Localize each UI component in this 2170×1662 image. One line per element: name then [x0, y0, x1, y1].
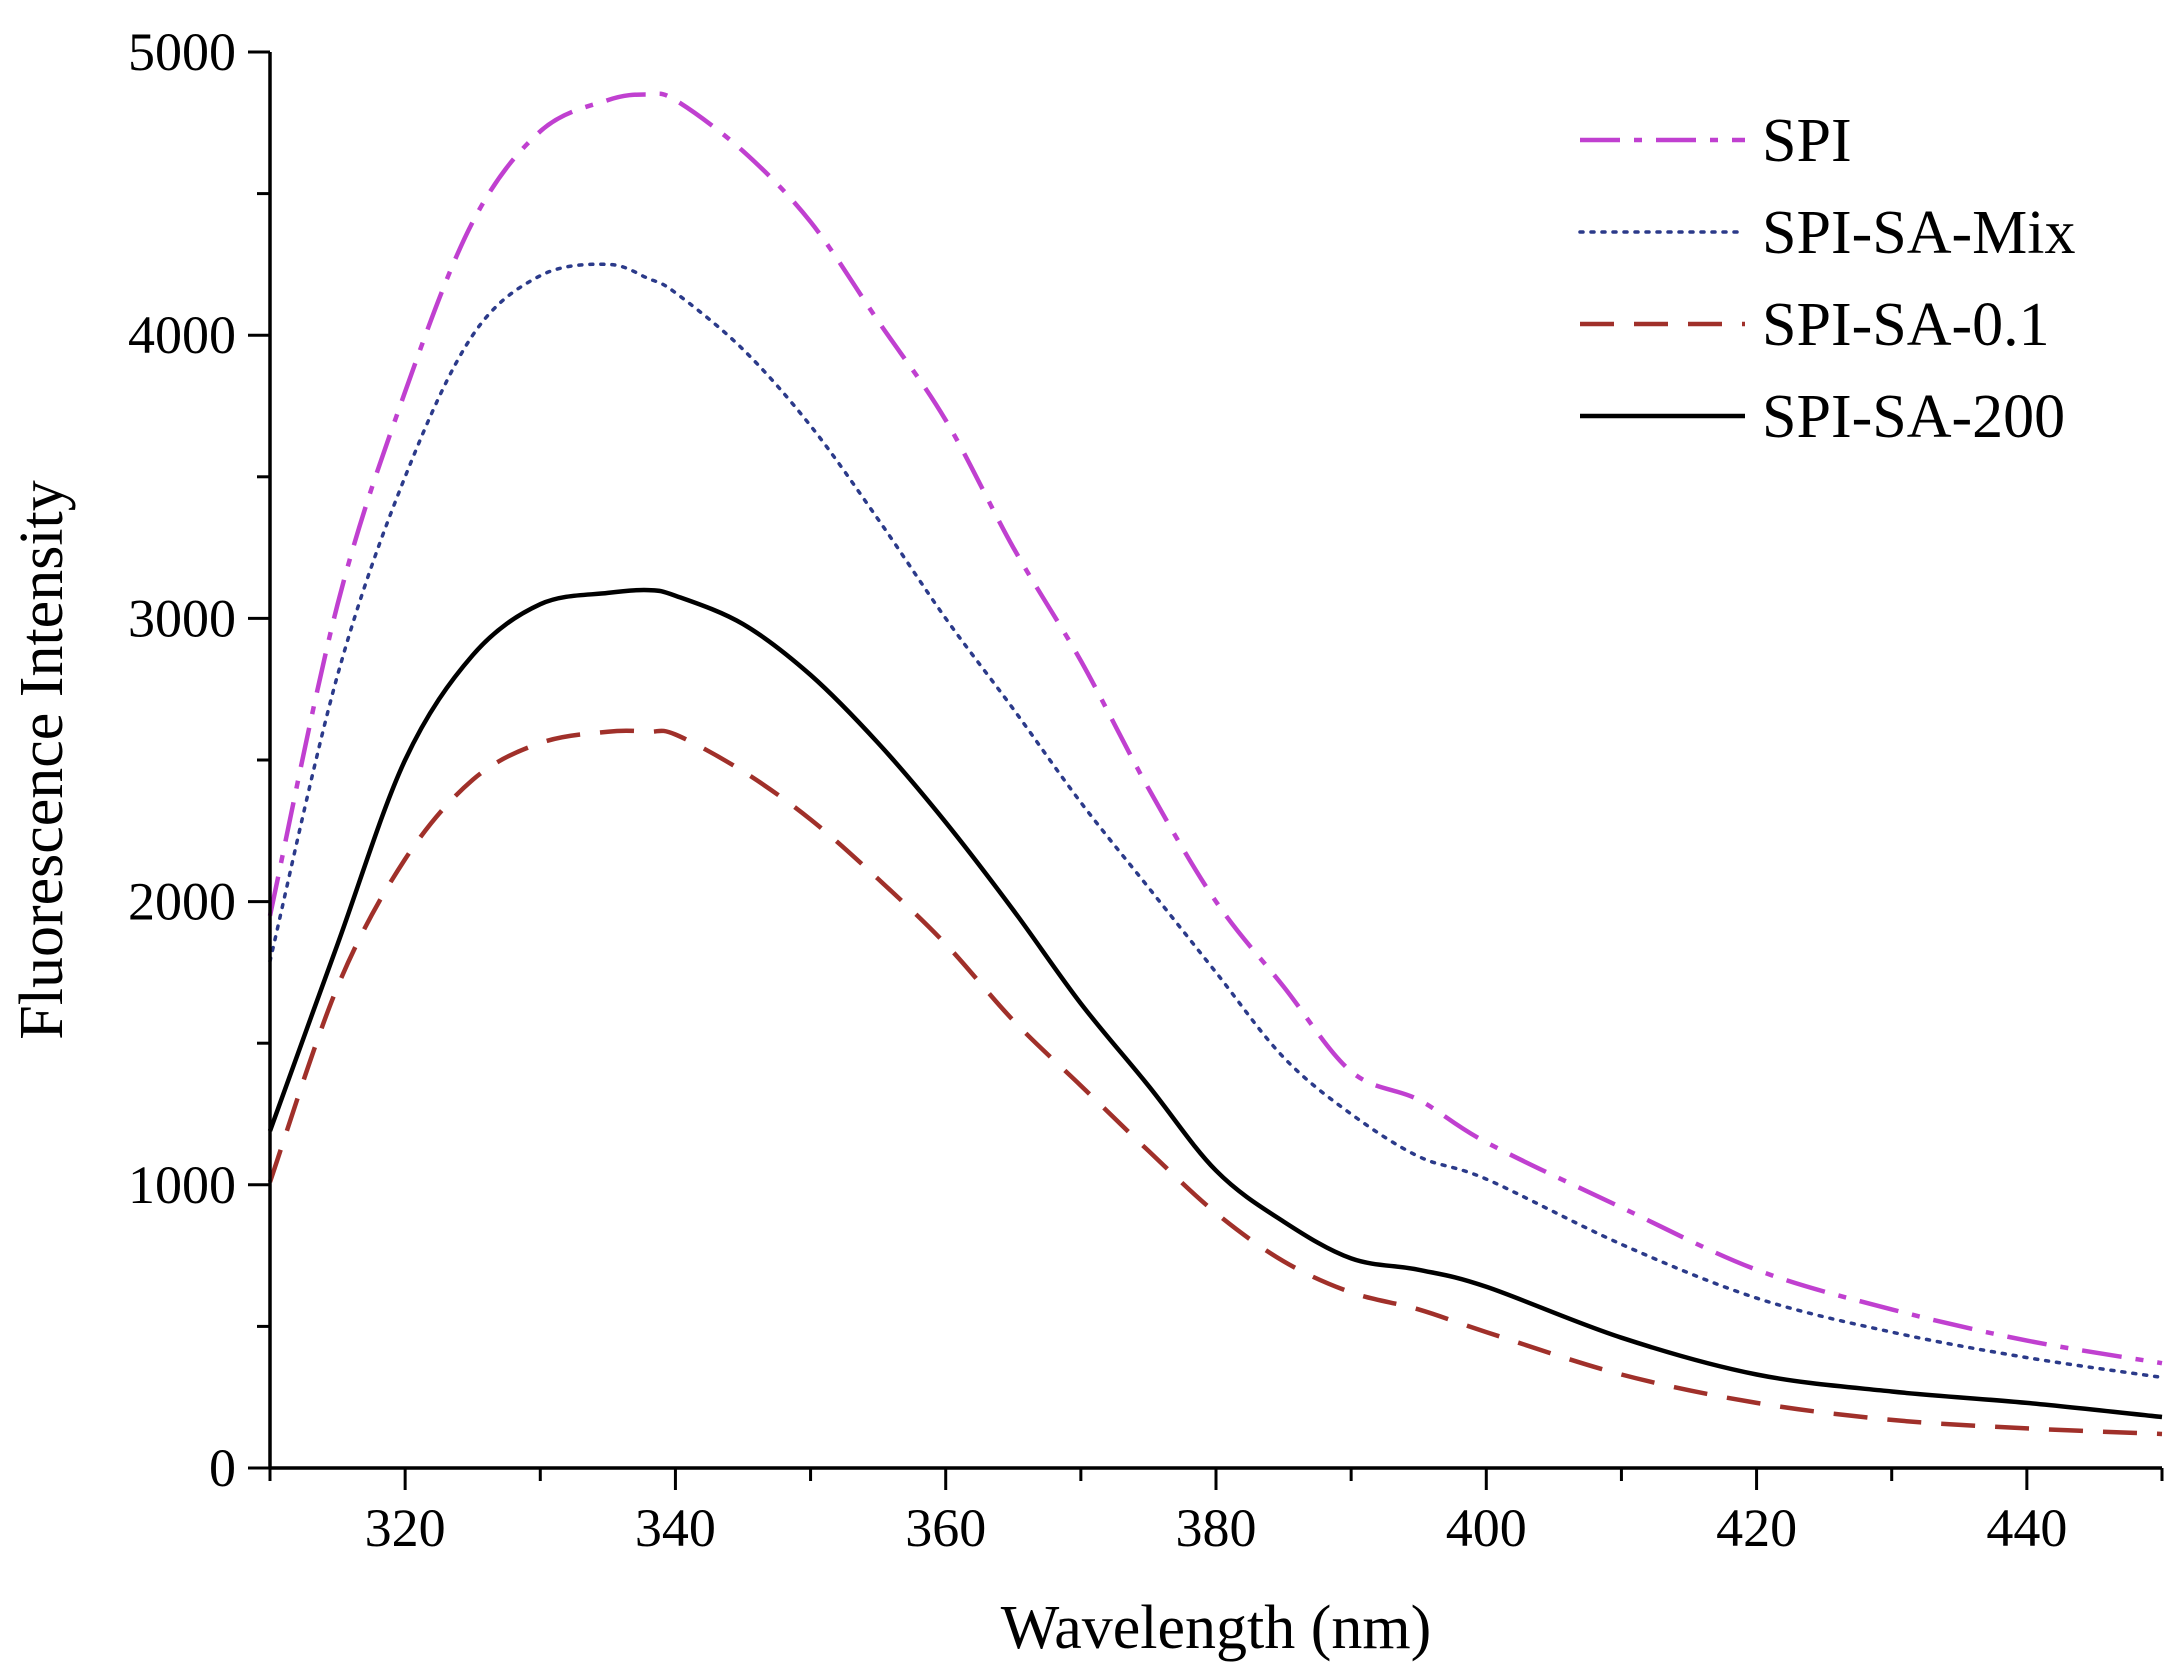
legend-label: SPI-SA-200: [1762, 383, 2065, 451]
x-tick-label: 420: [1716, 1498, 1797, 1558]
x-tick-label: 360: [905, 1498, 986, 1558]
x-tick-label: 380: [1176, 1498, 1257, 1558]
x-tick-label: 320: [365, 1498, 446, 1558]
y-axis-title: Fluorescence Intensity: [8, 480, 76, 1040]
y-tick-label: 5000: [128, 22, 236, 82]
x-ticks: 320 340 360 380 400 420 440: [268, 1468, 2164, 1558]
plot-lines: [267, 91, 2164, 1437]
legend-label: SPI-SA-Mix: [1762, 199, 2076, 267]
y-tick-label: 4000: [128, 305, 236, 365]
series-line-spi: [267, 91, 2163, 1366]
legend-label: SPI-SA-0.1: [1762, 291, 2050, 359]
x-tick-label: 340: [635, 1498, 716, 1558]
x-tick-label: 440: [1986, 1498, 2067, 1558]
series-line-spi-sa-200: [267, 587, 2163, 1420]
legend: SPI SPI-SA-Mix SPI-SA-0.1 SPI-SA-200: [1578, 107, 2076, 451]
y-tick-label: 2000: [128, 872, 236, 932]
x-tick-label: 400: [1446, 1498, 1527, 1558]
y-tick-label: 0: [209, 1438, 236, 1498]
y-tick-label: 3000: [128, 588, 236, 648]
x-axis-title: Wavelength (nm): [1001, 1594, 1432, 1662]
legend-label: SPI: [1762, 107, 1852, 175]
series-line-spi-sa-0-1: [267, 728, 2163, 1437]
series-line-spi-sa-mix: [268, 262, 2164, 1380]
y-tick-label: 1000: [128, 1155, 236, 1215]
y-ticks: 0 1000 2000 3000 4000 5000: [128, 22, 270, 1498]
